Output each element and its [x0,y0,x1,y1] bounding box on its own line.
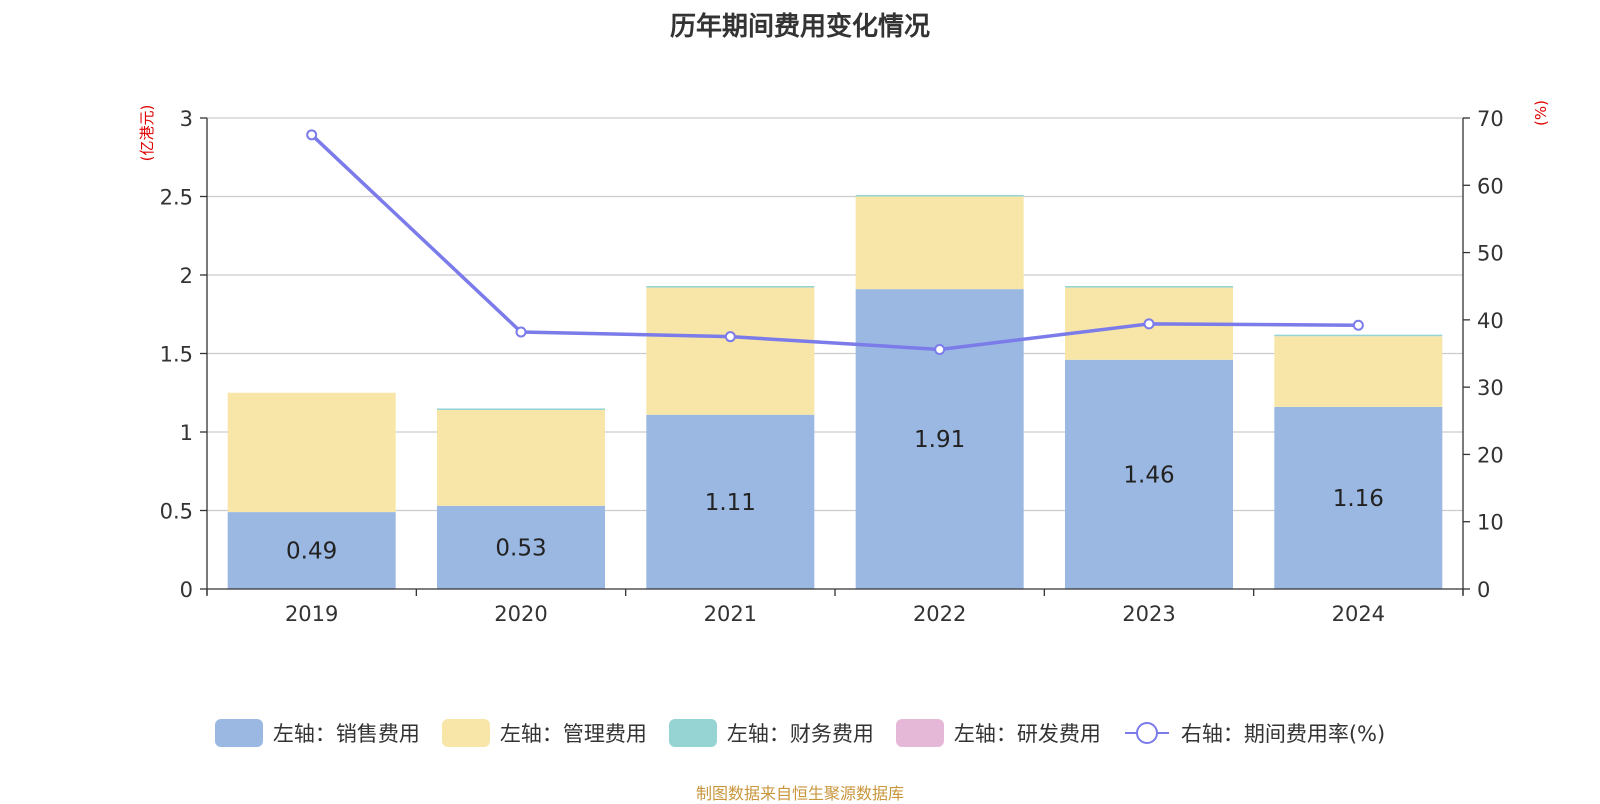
left-tick-label: 3 [180,107,193,131]
rate-point [934,343,946,355]
legend-swatch [441,719,490,747]
rate-point [306,129,318,141]
rate-line [310,133,1359,352]
data-label: 0.53 [495,535,546,561]
bar-segment [1065,359,1233,589]
right-tick-label: 70 [1477,107,1504,131]
bar-segment [1274,406,1443,589]
right-tick-label: 0 [1477,578,1490,602]
left-tick-label: 2 [180,264,193,288]
bar-segment [855,196,1024,290]
bar-segment [227,392,396,513]
rate-point [724,331,736,343]
legend-label: 左轴：销售费用 [272,722,420,746]
legend-item[interactable]: 右轴：期间费用率(%) [1123,718,1385,748]
right-tick-label: 30 [1477,376,1504,400]
x-tick-label: 2021 [704,602,757,626]
legend-swatch [214,719,263,747]
bar-segment [1274,334,1443,337]
bar-segment [1274,336,1443,407]
rate-point [515,326,527,338]
legend-label: 左轴：研发费用 [953,722,1101,746]
right-tick-label: 60 [1477,174,1504,198]
data-label: 1.11 [705,490,756,516]
bar-segment [855,289,1024,589]
bar-segment [437,505,605,589]
right-axis-unit: (%) [1532,100,1550,126]
right-tick-label: 50 [1477,242,1504,266]
legend-label: 左轴：管理费用 [499,722,647,746]
chart-title: 历年期间费用变化情况 [669,12,930,42]
bar-segment [1065,285,1233,288]
legend-swatch [895,719,944,747]
legend-item[interactable]: 左轴：财务费用 [668,718,874,748]
x-tick-label: 2023 [1122,602,1175,626]
left-tick-label: 0 [180,578,193,602]
legend-swatch [668,719,717,747]
left-tick-label: 1 [180,421,193,445]
bar-segment [437,408,605,411]
legend-item[interactable]: 左轴：销售费用 [214,718,420,748]
rate-point [1352,319,1364,331]
x-tick-label: 2024 [1332,602,1385,626]
legend-line-swatch [1124,722,1169,744]
bar-segment [437,410,605,506]
x-tick-label: 2019 [285,602,338,626]
bar-segment [855,194,1024,197]
left-axis-unit: (亿港元) [138,105,156,162]
bar-segment [646,285,815,288]
data-source-footer: 制图数据来自恒生聚源数据库 [695,784,904,803]
right-tick-label: 10 [1477,511,1504,535]
left-tick-label: 1.5 [160,343,193,367]
rate-point [1143,318,1155,330]
bar-segment [646,287,815,415]
right-tick-label: 40 [1477,309,1504,333]
bar-segment [227,512,396,589]
legend-label: 左轴：财务费用 [726,722,874,746]
chart-canvas: 0.49 0.531.111.911.461.1600.511.522.53010… [138,100,1550,626]
legend-item[interactable]: 左轴：研发费用 [895,718,1101,748]
data-label: 1.46 [1123,462,1174,488]
bar-segment [646,414,815,589]
right-tick-label: 20 [1477,443,1504,467]
data-label: 0.49 [286,539,337,565]
left-tick-label: 0.5 [160,500,193,524]
left-tick-label: 2.5 [160,186,193,210]
chart-legend: 左轴：销售费用 左轴：管理费用 左轴：财务费用 左轴：研发费用 右轴：期间费用率(%) [0,718,1600,748]
data-label: 1.91 [914,427,965,453]
data-label: 1.16 [1333,486,1384,512]
x-tick-label: 2020 [494,602,547,626]
legend-label: 右轴：期间费用率(%) [1180,722,1386,746]
legend-item[interactable]: 左轴：管理费用 [441,718,647,748]
x-tick-label: 2022 [913,602,966,626]
